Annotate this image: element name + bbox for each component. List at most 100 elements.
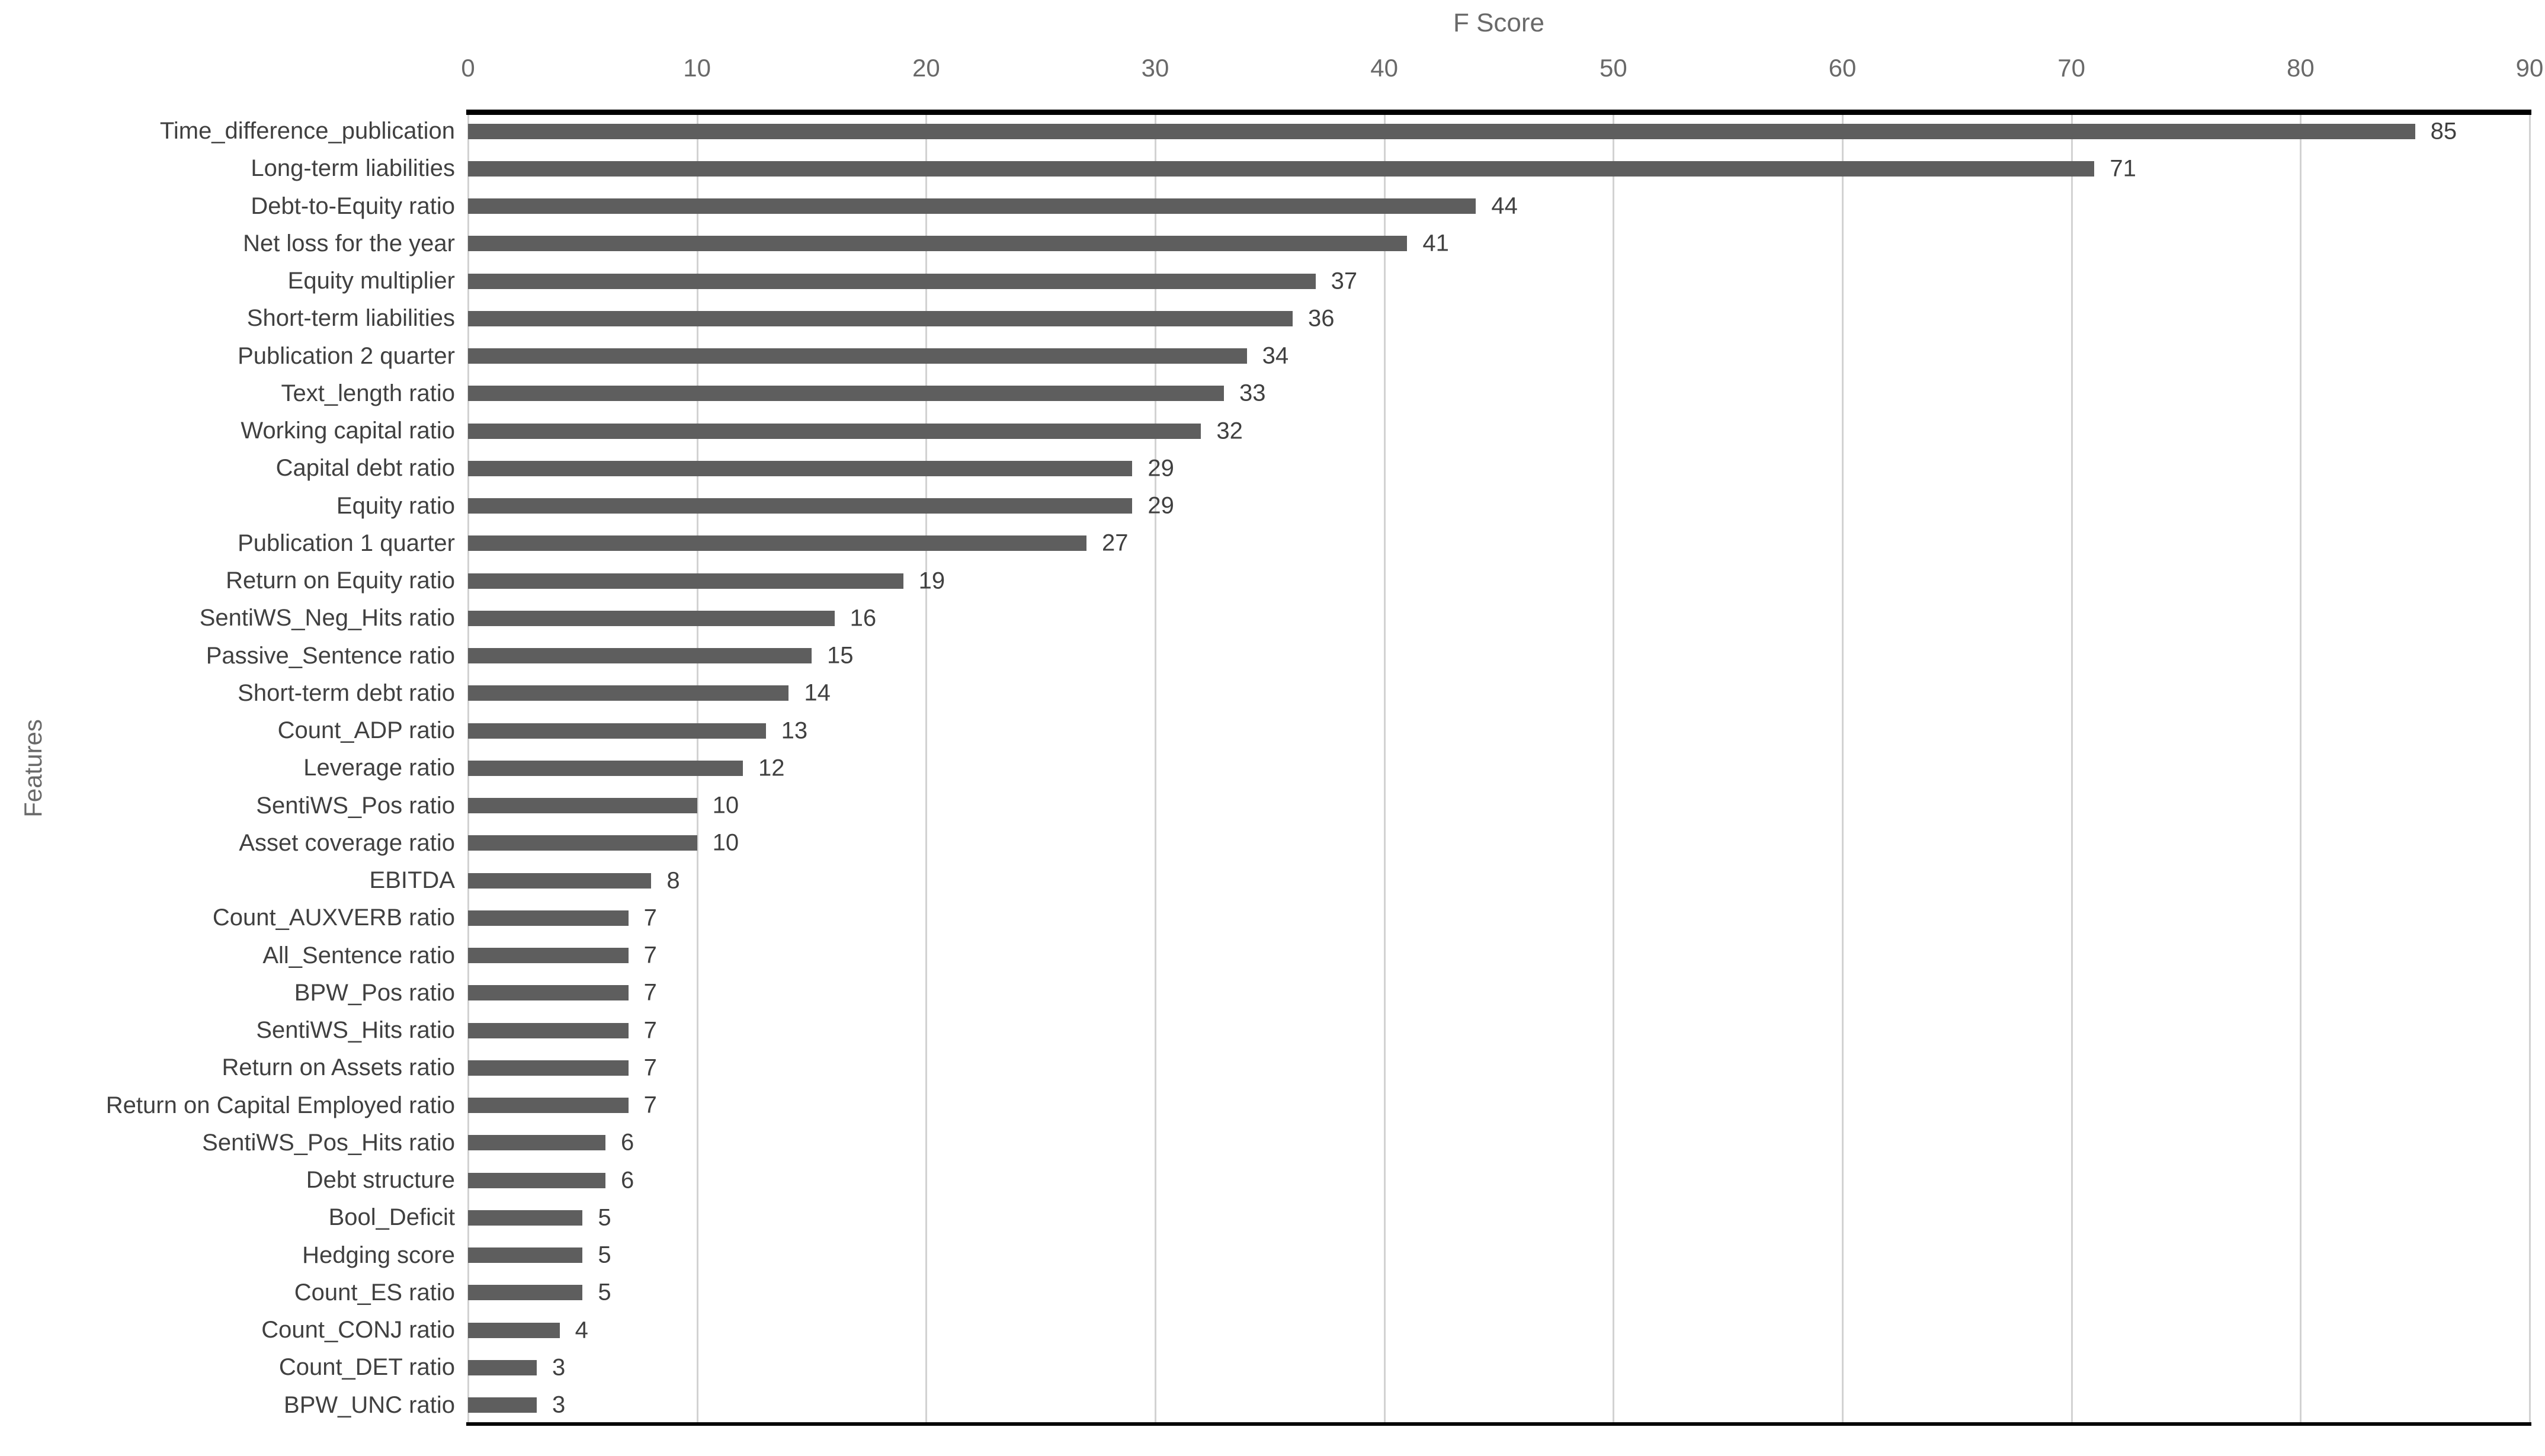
category-label: SentiWS_Pos_Hits ratio — [202, 1129, 455, 1156]
bar-value-label: 15 — [826, 642, 854, 669]
category-label: Short-term liabilities — [246, 305, 455, 332]
bar-value-label: 29 — [1148, 492, 1174, 519]
bar-row: 10 — [468, 825, 2530, 862]
bar-value-label: 8 — [666, 867, 680, 894]
category-label: BPW_UNC ratio — [284, 1391, 455, 1418]
bar-value-label: 10 — [712, 829, 739, 856]
bar — [468, 1135, 605, 1151]
bar-row: 7 — [468, 1049, 2530, 1086]
bar-value-label: 4 — [575, 1317, 588, 1343]
bar-value-label: 3 — [552, 1391, 566, 1418]
bar-value-label: 33 — [1239, 380, 1266, 406]
bar-value-label: 19 — [918, 567, 945, 594]
category-label: Equity multiplier — [287, 268, 455, 294]
category-label: Passive_Sentence ratio — [206, 642, 455, 669]
bar-value-label: 5 — [598, 1242, 611, 1268]
category-label: Asset coverage ratio — [239, 829, 455, 856]
x-axis-tick-label: 0 — [461, 54, 475, 82]
bar-row: 44 — [468, 188, 2530, 225]
bar-row: 12 — [468, 749, 2530, 787]
bar-row: 34 — [468, 338, 2530, 375]
bar — [468, 498, 1133, 514]
bar-value-label: 13 — [781, 717, 808, 744]
bar-value-label: 7 — [643, 979, 657, 1006]
bar-value-label: 7 — [643, 1054, 657, 1081]
bar-value-label: 12 — [758, 755, 785, 781]
gridline — [1841, 113, 1844, 1424]
bar — [468, 760, 743, 776]
category-label: Long-term liabilities — [251, 155, 455, 182]
bar — [468, 273, 1316, 289]
bar-row: 10 — [468, 787, 2530, 825]
category-label: Publication 1 quarter — [238, 530, 455, 556]
bar-value-label: 10 — [712, 792, 739, 819]
x-axis-tick-label: 30 — [1141, 54, 1169, 82]
bar — [468, 348, 1247, 364]
bar-row: 33 — [468, 375, 2530, 412]
category-label: Count_ES ratio — [294, 1279, 455, 1306]
bar-row: 7 — [468, 1012, 2530, 1049]
category-label: All_Sentence ratio — [262, 942, 455, 968]
bar — [468, 423, 1201, 439]
bar — [468, 1172, 605, 1188]
bar-value-label: 71 — [2110, 155, 2136, 182]
bar — [468, 610, 835, 626]
bar-value-label: 7 — [643, 1017, 657, 1044]
bar-value-label: 5 — [598, 1279, 611, 1306]
bar — [468, 535, 1086, 551]
bar-row: 5 — [468, 1237, 2530, 1274]
bar — [468, 948, 629, 964]
bar-row: 5 — [468, 1199, 2530, 1236]
bar-row: 4 — [468, 1311, 2530, 1349]
category-label: EBITDA — [369, 867, 455, 894]
bar — [468, 873, 652, 889]
bar — [468, 1060, 629, 1076]
bar-value-label: 6 — [621, 1129, 634, 1156]
category-label: Count_DET ratio — [278, 1354, 455, 1381]
bar-row: 29 — [468, 488, 2530, 525]
bar-value-label: 16 — [850, 605, 877, 631]
bar — [468, 1247, 583, 1263]
gridline — [2529, 113, 2531, 1424]
bar-value-label: 27 — [1102, 530, 1129, 556]
category-label: Equity ratio — [336, 492, 455, 519]
bar-value-label: 41 — [1422, 230, 1449, 256]
category-label: SentiWS_Neg_Hits ratio — [199, 605, 455, 631]
bar-value-label: 34 — [1262, 342, 1289, 369]
gridline — [2070, 113, 2073, 1424]
category-label: SentiWS_Hits ratio — [256, 1017, 455, 1044]
x-axis-tick-label: 80 — [2286, 54, 2315, 82]
bar-value-label: 6 — [621, 1167, 634, 1194]
category-label: Time_difference_publication — [159, 118, 455, 145]
bar — [468, 985, 629, 1001]
bar — [468, 573, 903, 589]
category-label: Working capital ratio — [241, 418, 455, 444]
gridline — [2300, 113, 2302, 1424]
category-label: Short-term debt ratio — [238, 679, 455, 706]
gridline — [1613, 113, 1615, 1424]
bar-row: 15 — [468, 637, 2530, 675]
x-axis-tick-label: 90 — [2515, 54, 2544, 82]
bar-row: 3 — [468, 1349, 2530, 1386]
category-label: Count_CONJ ratio — [261, 1317, 455, 1343]
bar — [468, 386, 1224, 402]
bar-row: 32 — [468, 412, 2530, 450]
bar — [468, 1322, 560, 1338]
category-label: Count_AUXVERB ratio — [212, 905, 455, 931]
x-axis-tick-label: 10 — [683, 54, 711, 82]
x-axis-tick-label: 50 — [1599, 54, 1627, 82]
category-label: Return on Assets ratio — [222, 1054, 455, 1081]
bar — [468, 685, 789, 701]
bar-row: 29 — [468, 450, 2530, 487]
category-label: Net loss for the year — [243, 230, 455, 256]
gridline — [1154, 113, 1156, 1424]
bar-row: 36 — [468, 300, 2530, 337]
bar-row: 7 — [468, 974, 2530, 1012]
bar-value-label: 3 — [552, 1354, 566, 1381]
bar-value-label: 37 — [1331, 268, 1358, 294]
bar-value-label: 44 — [1491, 193, 1518, 219]
category-label: Debt structure — [306, 1167, 455, 1194]
bar — [468, 310, 1293, 326]
bar-row: 19 — [468, 562, 2530, 599]
